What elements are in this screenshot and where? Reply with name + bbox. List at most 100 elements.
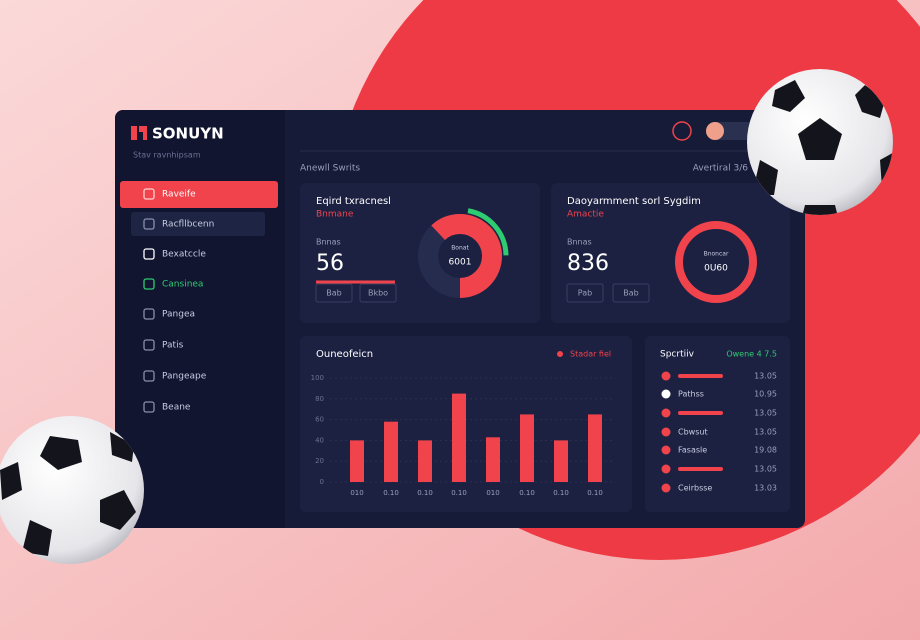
- ring-arc: [418, 214, 502, 298]
- bar: [452, 393, 466, 482]
- button-label[interactable]: Bkbo: [368, 289, 388, 298]
- row-icon: [661, 371, 671, 381]
- ring-value: 6001: [449, 258, 472, 268]
- bar: [554, 440, 568, 482]
- ring-core: [439, 235, 481, 277]
- x-tick-label: 0.10: [519, 489, 535, 497]
- metric-label: Bnnas: [316, 238, 341, 247]
- button[interactable]: [612, 283, 650, 303]
- bar: [588, 414, 602, 482]
- nav-item[interactable]: Beane: [162, 403, 191, 413]
- row-icon: [661, 464, 671, 474]
- metric-value: 836: [567, 251, 609, 276]
- x-tick-label: 0.10: [553, 489, 569, 497]
- bar: [486, 437, 500, 482]
- y-tick-label: 40: [315, 436, 324, 444]
- soccer-ball: [0, 416, 144, 564]
- header-right: Avertiral 3/6: [693, 164, 749, 174]
- y-tick-label: 20: [315, 457, 324, 465]
- row-icon: [661, 427, 671, 437]
- sidebar: [115, 110, 285, 528]
- button[interactable]: [566, 283, 604, 303]
- row-icon: [661, 483, 671, 493]
- x-tick-label: 0.10: [383, 489, 399, 497]
- metric-value: 56: [316, 251, 344, 276]
- chart-title: Ouneofeicn: [316, 349, 373, 360]
- nav-item[interactable]: Racfllbcenn: [162, 220, 214, 230]
- metric-label: Bnnas: [567, 238, 592, 247]
- row-value: 13.05: [754, 372, 777, 381]
- row-value: 13.03: [754, 484, 777, 493]
- x-tick-label: 010: [486, 489, 499, 497]
- card: [551, 183, 790, 323]
- nav-icon: [143, 339, 155, 351]
- card-subtitle: Bnmane: [316, 210, 354, 220]
- legend-swatch: [557, 351, 563, 357]
- card-title: Eqird txracnesl: [316, 196, 391, 207]
- row-icon: [661, 408, 671, 418]
- brand-tagline: Stav ravnhipsam: [133, 151, 201, 160]
- card-subtitle: Amactie: [567, 210, 604, 220]
- nav-item[interactable]: Cansinea: [162, 280, 203, 290]
- ring-arc-secondary: [411, 207, 509, 305]
- y-tick-label: 100: [311, 374, 324, 382]
- x-tick-label: 0.10: [451, 489, 467, 497]
- y-tick-label: 0: [320, 478, 324, 486]
- nav-item[interactable]: Bexatccle: [162, 250, 206, 260]
- y-tick-label: 60: [315, 416, 324, 424]
- row-value: 13.05: [754, 428, 777, 437]
- button-label[interactable]: Bab: [623, 289, 638, 298]
- row-bar: [678, 374, 723, 378]
- ring: [675, 221, 757, 303]
- button[interactable]: [359, 283, 397, 303]
- nav-icon: [143, 370, 155, 382]
- ring-value: 0U60: [704, 264, 728, 274]
- list-badge: Owene 4 7.5: [726, 350, 777, 359]
- card-title: Daoyarmment sorl Sygdim: [567, 196, 701, 207]
- legend-label: Stadar fiel: [570, 350, 611, 359]
- nav-item[interactable]: Raveife: [162, 190, 196, 200]
- nav-icon: [143, 248, 155, 260]
- brand-logo: [131, 126, 147, 140]
- x-tick-label: 010: [350, 489, 363, 497]
- nav-item[interactable]: Pangea: [162, 310, 195, 320]
- nav-item[interactable]: Patis: [162, 341, 184, 351]
- bar: [520, 414, 534, 482]
- row-value: 13.05: [754, 465, 777, 474]
- row-value: 19.08: [754, 446, 777, 455]
- row-label: Pathss: [678, 390, 704, 399]
- bar: [350, 440, 364, 482]
- ring-label: Bnoncar: [704, 251, 729, 258]
- nav-icon: [143, 218, 155, 230]
- avatar[interactable]: [706, 122, 724, 140]
- button[interactable]: [315, 283, 353, 303]
- nav-icon: [143, 401, 155, 413]
- row-value: 10.95: [754, 390, 777, 399]
- row-label: Ceirbsse: [678, 484, 712, 493]
- button-label[interactable]: Pab: [578, 289, 592, 298]
- row-bar: [678, 411, 723, 415]
- x-tick-label: 0.10: [417, 489, 433, 497]
- row-bar: [678, 467, 723, 471]
- bar: [418, 440, 432, 482]
- nav-icon: [143, 308, 155, 320]
- notification-button[interactable]: [672, 121, 692, 141]
- nav-item[interactable]: Pangeape: [162, 372, 207, 382]
- brand-name: SONUYN: [152, 125, 224, 143]
- nav-icon: [143, 278, 155, 290]
- y-tick-label: 80: [315, 395, 324, 403]
- x-tick-label: 0.10: [587, 489, 603, 497]
- button-label[interactable]: Bab: [326, 289, 341, 298]
- row-icon: [661, 445, 671, 455]
- nav-icon: [143, 188, 155, 200]
- nav-hover[interactable]: [131, 212, 265, 236]
- row-label: Fasasle: [678, 446, 707, 455]
- nav-active[interactable]: [120, 181, 278, 208]
- bar: [384, 421, 398, 482]
- row-label: Cbwsut: [678, 428, 708, 437]
- row-value: 13.05: [754, 409, 777, 418]
- row-icon: [661, 389, 671, 399]
- list-title: Spcrtiiv: [660, 350, 695, 360]
